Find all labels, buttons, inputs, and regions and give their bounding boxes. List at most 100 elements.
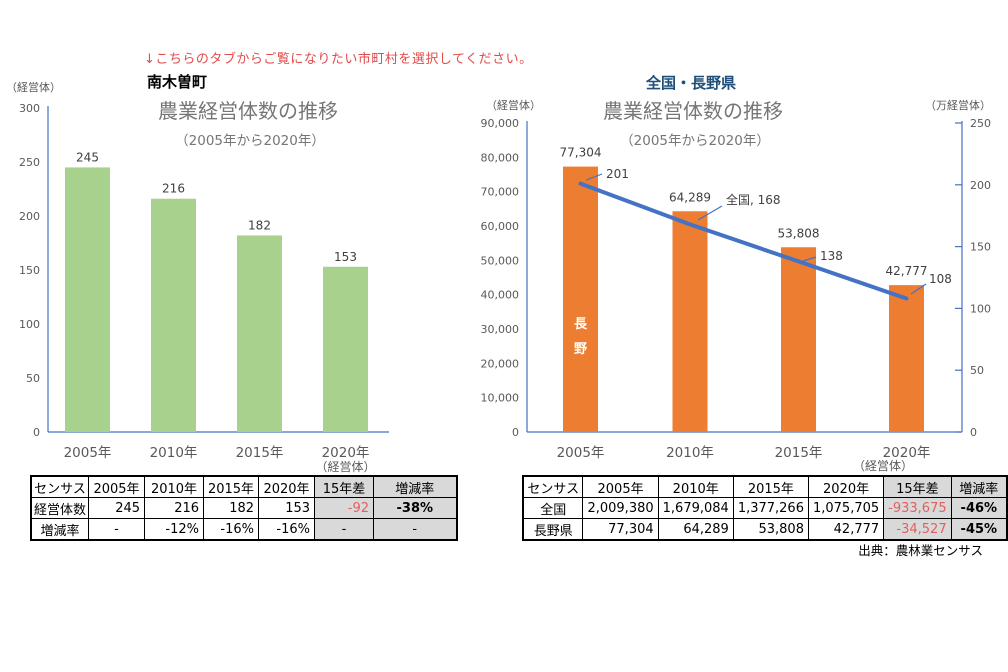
table-header-cell: 2005年 <box>88 475 146 498</box>
table-cell: -933,675 <box>883 497 952 519</box>
y-axis-tick-label: 50 <box>26 372 40 385</box>
point-label-leader-line <box>910 283 927 295</box>
table-cell: - <box>88 518 146 541</box>
right-axis-unit-label: （万経営体） <box>925 98 991 112</box>
table-cell: -34,527 <box>883 518 952 541</box>
y-axis-unit-label: （経営体） <box>6 80 61 94</box>
table-cell: 182 <box>203 497 260 519</box>
point-label-leader-line <box>697 205 723 221</box>
table-cell: -16% <box>203 518 260 541</box>
left-axis-tick-label: 90,000 <box>481 117 520 130</box>
x-axis-category-label: 2005年 <box>557 445 605 461</box>
y-axis-tick-label: 150 <box>19 264 40 277</box>
table-cell: -92 <box>314 497 375 519</box>
bar-value-label: 216 <box>162 182 185 196</box>
source-note: 出典：農林業センサス <box>858 543 983 558</box>
table-cell: 64,289 <box>657 518 734 541</box>
right-region-title: 全国・長野県 <box>645 74 736 92</box>
table-cell: 77,304 <box>582 518 659 541</box>
bar-2010年 <box>151 198 196 432</box>
table-header-cell: 2010年 <box>144 475 205 498</box>
x-axis-unit-note: （経営体） <box>315 460 375 474</box>
y-axis-tick-label: 200 <box>19 210 40 223</box>
table-cell: 1,679,084 <box>657 497 734 519</box>
line-point-label: 全国, 168 <box>726 192 781 207</box>
point-label-leader-line <box>802 256 817 262</box>
bar-2005年 <box>563 166 598 432</box>
left-axis-unit-label: （経営体） <box>486 98 541 112</box>
x-axis-category-label: 2005年 <box>64 445 112 461</box>
table-header-cell: 2005年 <box>582 475 659 498</box>
line-point-label: 108 <box>929 272 952 286</box>
national-nagano-stats-table: センサス 2005年 2010年 2015年 2020年 15年差 増減率 全国 2,009,3… <box>522 475 1008 541</box>
table-cell: 長野県 <box>522 518 584 541</box>
table-header-cell: 2015年 <box>203 475 260 498</box>
table-cell: 経営体数 <box>30 497 90 519</box>
chart-subtitle: （2005年から2020年） <box>620 133 770 149</box>
table-header-cell: センサス <box>30 475 90 498</box>
table-row: 増減率 - -12% -16% -16% - - <box>30 518 458 541</box>
right-axis-tick-label: 50 <box>970 364 984 377</box>
table-cell: 1,075,705 <box>807 497 885 519</box>
left-axis-tick-label: 40,000 <box>481 289 520 302</box>
table-cell: - <box>314 518 375 541</box>
table-row: 全国 2,009,380 1,679,084 1,377,266 1,075,705 -9… <box>522 497 1008 519</box>
table-row: 経営体数 245 216 182 153 -92 -38% <box>30 497 458 519</box>
table-row: 長野県 77,304 64,289 53,808 42,777 -34,527 -45% <box>522 518 1008 541</box>
right-axis-tick-label: 200 <box>970 179 991 192</box>
table-cell: 1,377,266 <box>732 497 809 519</box>
y-axis-tick-label: 100 <box>19 318 40 331</box>
bar-2010年 <box>672 211 708 432</box>
x-axis-category-label: 2010年 <box>666 445 714 461</box>
left-axis-tick-label: 50,000 <box>481 254 520 267</box>
table-header-row: センサス 2005年 2010年 2015年 2020年 15年差 増減率 <box>30 475 458 498</box>
table-header-cell: 2020年 <box>807 475 885 498</box>
line-point-label: 201 <box>606 167 629 181</box>
table-cell: 42,777 <box>807 518 885 541</box>
left-axis-tick-label: 80,000 <box>481 151 520 164</box>
bar-value-label: 77,304 <box>560 146 602 160</box>
table-cell: -12% <box>144 518 205 541</box>
left-axis-tick-label: 20,000 <box>481 357 520 370</box>
chart-subtitle: （2005年から2020年） <box>175 133 325 149</box>
national-nagano-combo-chart: 農業経営体数の推移 （2005年から2020年） （経営体） （万経営体） 0 10,00… <box>481 98 992 473</box>
x-axis-category-label: 2015年 <box>775 445 823 461</box>
line-point-label: 138 <box>820 249 843 263</box>
table-cell: 216 <box>144 497 205 519</box>
right-axis-tick-label: 250 <box>970 117 991 130</box>
left-axis-tick-label: 70,000 <box>481 186 520 199</box>
bar-value-label: 245 <box>76 150 99 164</box>
nagiso-stats-table: センサス 2005年 2010年 2015年 2020年 15年差 増減率 経営体数 245 21… <box>30 475 458 541</box>
bar-2015年 <box>781 247 816 432</box>
x-axis-category-label: 2020年 <box>883 445 931 461</box>
table-header-cell: センサス <box>522 475 584 498</box>
table-cell: 153 <box>258 497 316 519</box>
y-axis-tick-label: 250 <box>19 156 40 169</box>
bar-series-name-label: 長野 <box>574 317 588 357</box>
x-axis-category-label: 2020年 <box>322 445 370 461</box>
table-cell: 増減率 <box>30 518 90 541</box>
table-header-cell: 増減率 <box>373 475 458 498</box>
table-header-cell: 15年差 <box>883 475 952 498</box>
bar-2020年 <box>889 285 924 432</box>
table-header-cell: 15年差 <box>314 475 375 498</box>
table-header-cell: 2010年 <box>657 475 734 498</box>
bar-value-label: 42,777 <box>886 264 928 278</box>
chart-title: 農業経営体数の推移 <box>158 99 338 123</box>
table-cell: 53,808 <box>732 518 809 541</box>
left-axis-tick-label: 30,000 <box>481 323 520 336</box>
bar-value-label: 64,289 <box>669 190 711 204</box>
y-axis-tick-label: 0 <box>33 426 40 439</box>
table-cell: 全国 <box>522 497 584 519</box>
y-axis-tick-label: 300 <box>19 102 40 115</box>
table-header-cell: 増減率 <box>950 475 1008 498</box>
left-region-title: 南木曽町 <box>147 73 208 91</box>
point-label-leader-line <box>585 173 603 181</box>
table-cell: -45% <box>950 518 1008 541</box>
bar-2020年 <box>323 266 368 432</box>
x-axis-category-label: 2015年 <box>236 445 284 461</box>
right-axis-tick-label: 150 <box>970 241 991 254</box>
table-cell: 245 <box>88 497 146 519</box>
left-axis-tick-label: 0 <box>512 426 519 439</box>
